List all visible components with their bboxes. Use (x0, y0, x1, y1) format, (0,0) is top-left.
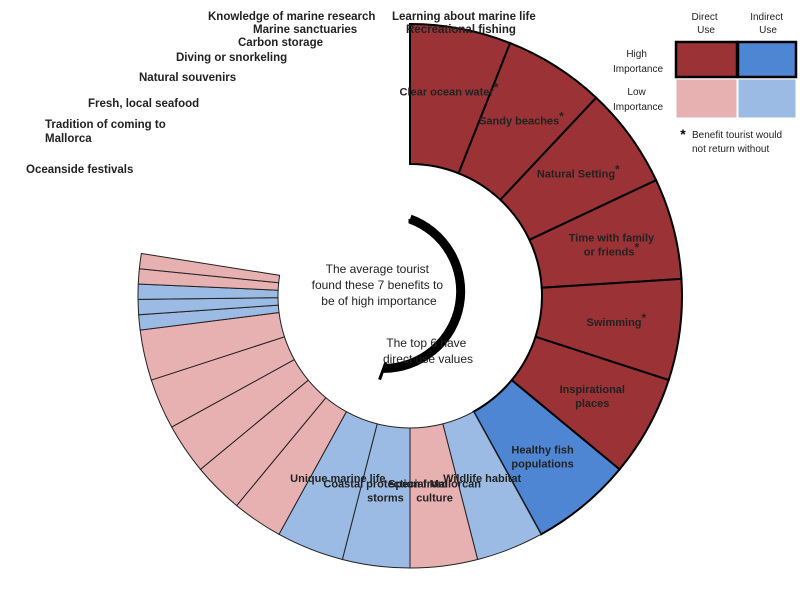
center-note-line-1: The average tourist (326, 262, 430, 276)
legend-col-direct-line-1: Direct (692, 12, 718, 23)
segment-label-line: Clear ocean water (400, 87, 495, 99)
outer-label-line: Fresh, local seafood (88, 98, 199, 110)
segment-label-wildlife-habitat: Wildlife habitat (443, 473, 521, 485)
star-icon: * (634, 240, 639, 254)
legend-row-low: Low Importance (613, 87, 663, 113)
legend-col-indirect: Indirect Use (750, 12, 786, 36)
star-icon: * (680, 126, 686, 142)
segment-label-line: populations (511, 458, 573, 470)
segment-label-natural-setting: Natural Setting* (537, 163, 620, 181)
segment-label-line: Wildlife habitat (443, 473, 521, 485)
outer-label-line: Mallorca (45, 133, 92, 145)
legend-col-direct-line-2: Use (697, 25, 715, 36)
outer-label-recreational-fishing: Recreational fishing (406, 24, 516, 36)
wheel-segments (137, 22, 683, 569)
segment-labels: Clear ocean water*Sandy beaches*Natural … (290, 81, 655, 505)
legend-col-direct: Direct Use (692, 12, 721, 36)
center-note-direct-line-1: The top 6 have (386, 336, 466, 350)
legend-swatch-direct-high (674, 40, 739, 79)
outer-label-line: Recreational fishing (406, 24, 516, 36)
segment-label-line: Time with family (569, 232, 655, 244)
segment-label-line: Natural Setting (537, 169, 615, 181)
legend-row-high: High Importance (613, 49, 663, 75)
segment-label-line: Unique marine life (290, 473, 385, 485)
segment-label-inspirational-places: Inspirational places (560, 384, 625, 410)
legend: Direct Use Indirect Use High Importance … (613, 12, 798, 155)
outer-label-oceanside-festivals: Oceanside festivals (26, 164, 133, 176)
outer-label-line: Tradition of coming to (45, 119, 166, 131)
legend-swatch-direct-low (675, 78, 738, 119)
segment-label-line: Inspirational (560, 384, 625, 396)
star-icon: * (615, 163, 620, 177)
legend-row-low-line-2: Importance (613, 102, 663, 113)
outer-label-line: Diving or snorkeling (176, 52, 287, 64)
segment-label-coastal-protection-from-storms: Coastal protection from storms (323, 478, 447, 504)
segment-label-unique-marine-life: Unique marine life (290, 473, 385, 485)
legend-col-indirect-line-1: Indirect (750, 12, 783, 23)
segment-label-healthy-fish-populations: Healthy fish populations (511, 444, 574, 470)
legend-star-note: Benefit tourist would not return without (692, 130, 785, 155)
outer-label-carbon-storage: Carbon storage (238, 37, 323, 49)
segment-label-line: places (575, 398, 609, 410)
center-note-direct-line-2: direct use values (383, 352, 473, 366)
outer-label-fresh-local-seafood: Fresh, local seafood (88, 98, 199, 110)
outer-label-line: Marine sanctuaries (253, 24, 357, 36)
high-importance-bracket-arc (383, 214, 466, 373)
outer-label-knowledge-of-marine-research: Knowledge of marine research (208, 11, 375, 23)
bracket-tick-bottom (378, 362, 388, 381)
legend-row-high-line-1: High (626, 49, 647, 60)
segment-label-special-mallorcan-culture: Special Mallorcan culture (388, 478, 481, 504)
segment-label-swimming: Swimming* (587, 311, 647, 329)
legend-row-low-line-1: Low (627, 87, 646, 98)
outer-label-line: Natural souvenirs (139, 72, 236, 84)
legend-star-note-line-1: Benefit tourist would (692, 130, 782, 141)
segment-label-line: Coastal protection from (323, 478, 447, 490)
outer-label-diving-or-snorkeling: Diving or snorkeling (176, 52, 287, 64)
outer-label-natural-souvenirs: Natural souvenirs (139, 72, 236, 84)
center-note-line-2: found these 7 benefits to (312, 278, 444, 292)
legend-swatch-indirect-high (736, 40, 798, 79)
segment-label-line: storms (367, 492, 404, 504)
segment-label-line: culture (416, 492, 453, 504)
outer-label-learning-about-marine-life: Learning about marine life (392, 11, 536, 23)
center-annotation: The average tourist found these 7 benefi… (312, 214, 473, 381)
legend-row-high-line-2: Importance (613, 64, 663, 75)
outer-label-line: Knowledge of marine research (208, 11, 375, 23)
center-note-direct-use: The top 6 have direct use values (383, 336, 473, 366)
outer-label-marine-sanctuaries: Marine sanctuaries (253, 24, 357, 36)
outer-label-line: Carbon storage (238, 37, 323, 49)
legend-swatch-indirect-low (737, 78, 797, 119)
segment-label-sandy-beaches: Sandy beaches* (479, 109, 564, 127)
star-icon: * (494, 81, 499, 95)
outer-label-line: Learning about marine life (392, 11, 536, 23)
outer-labels: Oceanside festivals Tradition of coming t… (26, 11, 536, 176)
center-note-line-3: be of high importance (321, 294, 437, 308)
segment-label-line: Swimming (587, 317, 642, 329)
outer-label-tradition-of-coming-to-mallorca: Tradition of coming to Mallorca (45, 119, 166, 145)
segment-label-time-with-family-or-friends: Time with family or friends* (569, 232, 655, 258)
segment-label-line: or friends (584, 246, 635, 258)
center-note-high-importance: The average tourist found these 7 benefi… (312, 262, 447, 308)
legend-col-indirect-line-2: Use (759, 25, 777, 36)
star-icon: * (559, 109, 564, 123)
segment-label-line: Healthy fish (511, 444, 574, 456)
segment-label-line: Special Mallorcan (388, 478, 481, 490)
segment-label-clear-ocean-water: Clear ocean water* (400, 81, 499, 99)
star-icon: * (642, 311, 647, 325)
outer-label-line: Oceanside festivals (26, 164, 133, 176)
segment-label-line: Sandy beaches (479, 115, 559, 127)
segment-recreational-fishing (138, 252, 281, 284)
legend-star-note-line-2: not return without (692, 144, 769, 155)
